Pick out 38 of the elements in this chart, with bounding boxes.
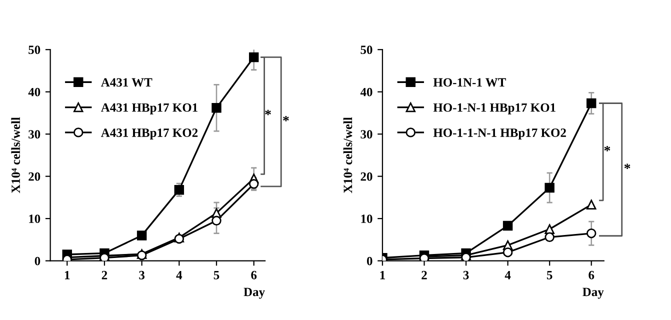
y-tick-label: 50 (28, 46, 40, 54)
y-tick-label: 10 (29, 214, 40, 224)
text: * (283, 116, 289, 122)
y-tick-label: 20 (28, 172, 40, 181)
legend-label: A431 HBp17 KO1 (100, 103, 198, 114)
y-tick-label: 0 (366, 256, 372, 266)
y-tick-label: 30 (28, 130, 40, 139)
legend-label: HO-1N-1 WT (433, 78, 506, 87)
y-tick-label: 50 (360, 46, 372, 54)
x-tick-label: 3 (139, 270, 145, 280)
y-tick-label: 0 (34, 256, 40, 266)
x-tick-label: 2 (102, 270, 108, 280)
x-tick-label: 1 (65, 270, 70, 280)
y-axis-title: X10⁴ cells/well (11, 117, 20, 194)
y-tick-label: 20 (360, 172, 372, 181)
x-tick-label: 4 (504, 270, 511, 280)
legend-label: HO-1-1-N-1 HBp17 KO2 (433, 128, 566, 140)
legend-label: A431 HBp17 KO2 (100, 128, 198, 140)
text: * (604, 146, 610, 152)
y-tick-label: 30 (360, 130, 372, 139)
text: * (624, 164, 630, 169)
x-axis-title: Day (244, 288, 265, 299)
y-tick-label: 10 (361, 214, 372, 224)
legend-label: HO-1-N-1 HBp17 KO1 (433, 103, 556, 114)
x-tick-label: 3 (463, 270, 469, 280)
y-tick-label: 40 (360, 88, 372, 96)
text: * (265, 110, 271, 116)
x-axis-title: Day (582, 288, 604, 299)
x-tick-label: 2 (422, 270, 427, 280)
x-tick-label: 6 (251, 270, 257, 280)
x-tick-label: 5 (214, 271, 220, 280)
x-tick-label: 4 (176, 270, 182, 280)
y-axis-title: X10⁴ cells/well (343, 117, 352, 194)
x-tick-label: 1 (380, 270, 385, 280)
x-tick-label: 6 (588, 270, 594, 280)
x-tick-label: 5 (546, 271, 552, 280)
y-tick-label: 40 (28, 88, 40, 96)
legend-label: A431 WT (100, 78, 152, 87)
